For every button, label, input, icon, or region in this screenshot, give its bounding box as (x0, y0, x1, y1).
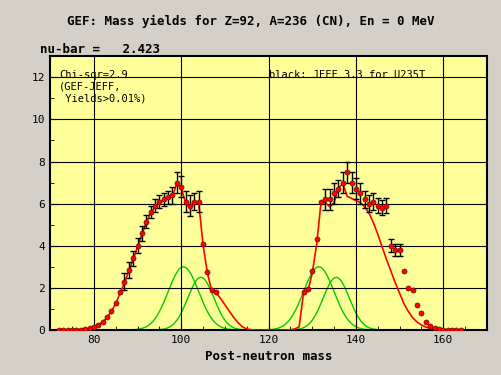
Point (382, 203, 390, 209)
Point (438, 327, 446, 333)
Point (360, 196, 368, 202)
Point (85, 326, 93, 332)
Point (190, 198, 198, 204)
Point (64, 327, 72, 333)
Point (347, 180, 355, 186)
Point (299, 289, 307, 295)
Point (364, 201, 372, 207)
Point (399, 268, 407, 274)
Point (338, 180, 346, 186)
Point (151, 203, 159, 209)
Point (172, 180, 180, 186)
Point (177, 184, 185, 190)
Point (386, 243, 394, 249)
Point (395, 247, 403, 253)
Point (181, 198, 189, 204)
Point (377, 205, 385, 211)
Point (72, 327, 80, 333)
Point (203, 269, 211, 275)
Point (168, 192, 176, 198)
Point (308, 268, 316, 274)
Point (90, 324, 98, 330)
Point (59, 327, 67, 333)
Point (456, 327, 464, 333)
Point (138, 230, 146, 236)
Point (425, 323, 433, 329)
Point (369, 198, 377, 204)
Text: Chi-sqr=2.9
(GEF-JEFF,
 Yields>0.01%): Chi-sqr=2.9 (GEF-JEFF, Yields>0.01%) (59, 70, 146, 103)
Point (125, 267, 133, 273)
Point (303, 286, 311, 292)
Point (133, 243, 141, 249)
Point (434, 326, 442, 332)
Point (159, 196, 167, 202)
Point (417, 310, 425, 316)
Point (408, 287, 416, 293)
Point (325, 196, 333, 202)
Point (334, 186, 342, 192)
Point (343, 169, 351, 175)
Point (116, 289, 124, 295)
Point (330, 190, 338, 196)
Text: GEF: Mass yields for Z=92, A=236 (CN), En = 0 MeV: GEF: Mass yields for Z=92, A=236 (CN), E… (67, 15, 434, 28)
Point (94, 322, 102, 328)
Point (312, 237, 320, 243)
Point (120, 279, 128, 285)
Point (412, 302, 420, 308)
Text: black: JEFF 3.3 for U235T: black: JEFF 3.3 for U235T (268, 70, 424, 80)
Point (373, 203, 381, 209)
Point (81, 326, 89, 332)
Point (430, 325, 438, 331)
Point (146, 209, 154, 215)
Point (55, 327, 63, 333)
Point (390, 247, 398, 253)
Point (155, 198, 163, 204)
Point (443, 327, 451, 333)
Point (107, 308, 115, 314)
Point (421, 319, 429, 325)
Point (321, 196, 329, 202)
Point (98, 319, 106, 325)
Point (111, 300, 119, 306)
Text: nu-bar =   2.423: nu-bar = 2.423 (40, 43, 160, 56)
X-axis label: Post-neutron mass: Post-neutron mass (204, 350, 332, 363)
Point (212, 289, 220, 295)
Point (77, 327, 85, 333)
Point (207, 287, 215, 293)
Point (185, 203, 193, 209)
Point (316, 198, 324, 204)
Point (447, 327, 455, 333)
Point (129, 255, 137, 261)
Point (451, 327, 459, 333)
Point (356, 190, 364, 196)
Point (68, 327, 76, 333)
Point (142, 219, 150, 225)
Point (351, 186, 359, 192)
Point (103, 314, 111, 320)
Point (164, 194, 172, 200)
Point (194, 198, 202, 204)
Point (403, 285, 411, 291)
Point (198, 241, 207, 247)
